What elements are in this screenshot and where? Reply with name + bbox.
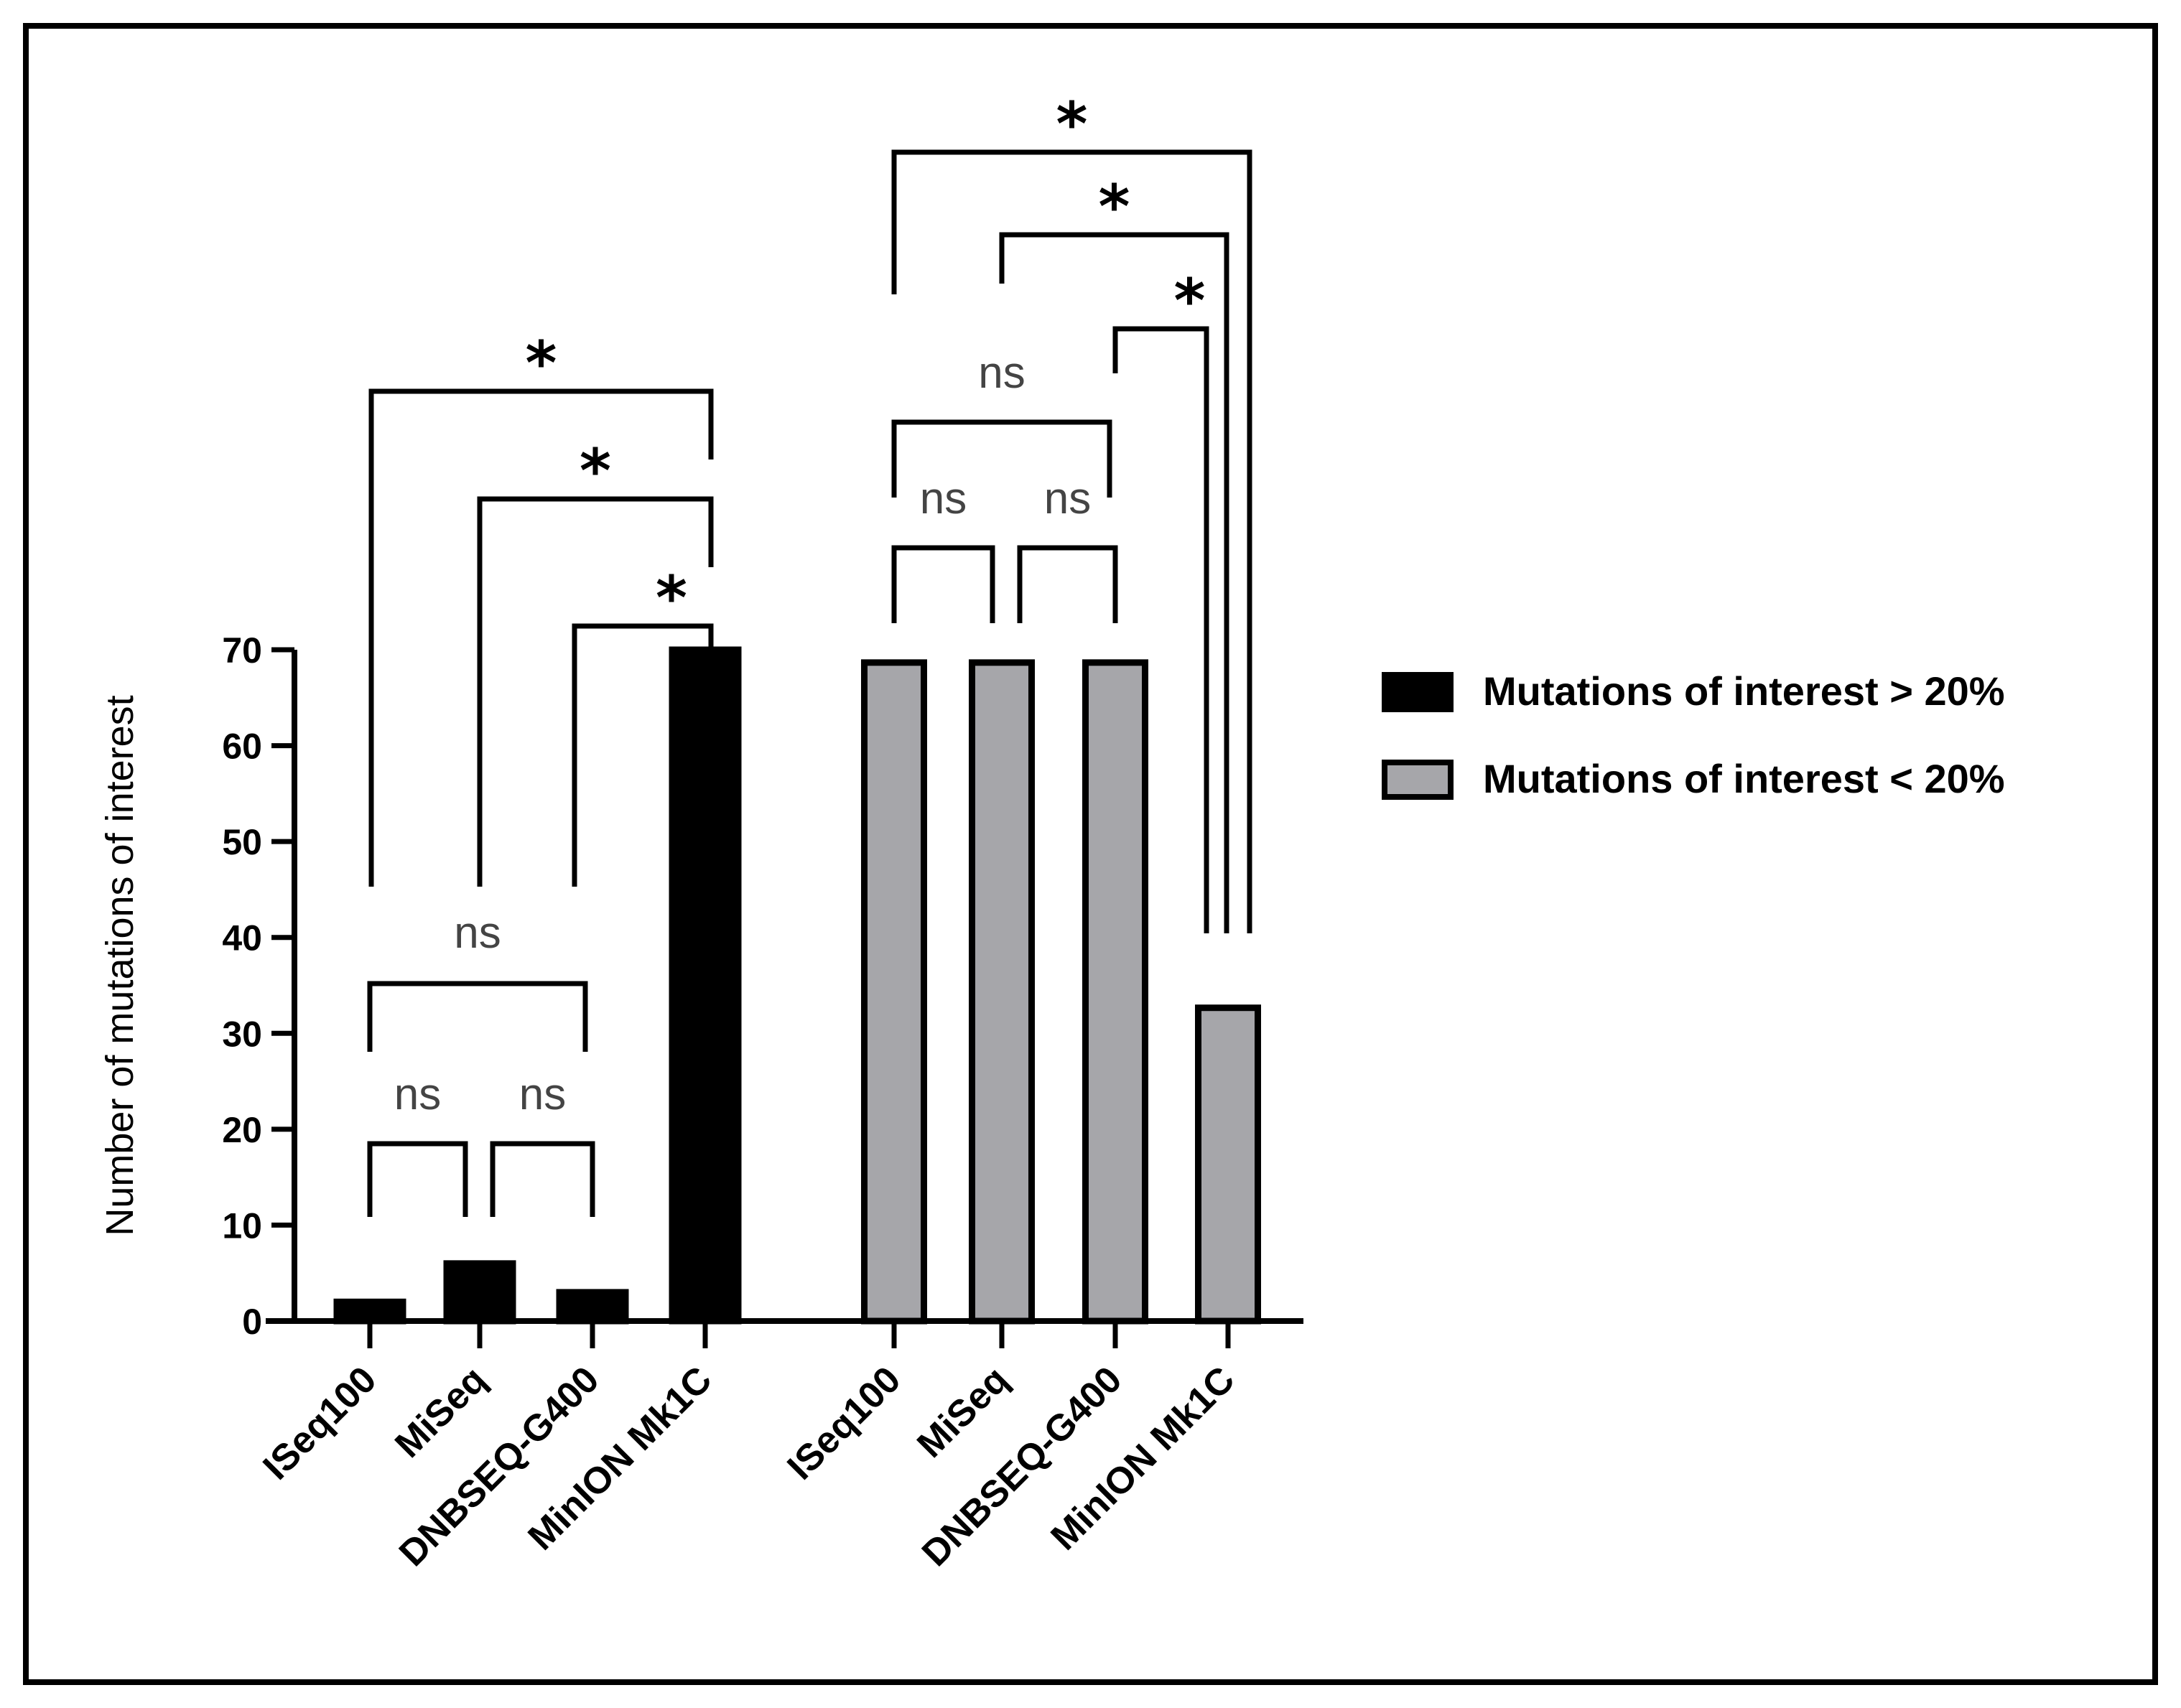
- legend: Mutations of interest > 20% Mutations of …: [1382, 668, 2005, 801]
- comparison-bracket: [572, 623, 714, 887]
- x-tick-label: DNBSEQ-G400: [391, 1358, 608, 1574]
- comparison-bracket: [367, 981, 588, 1052]
- y-tick-label: 10: [222, 1205, 262, 1246]
- significance-star: *: [1174, 266, 1206, 336]
- significance-star: *: [656, 563, 687, 633]
- bar-mutations-of-interest-20--iseq100: [333, 1298, 406, 1325]
- comparison-bracket: [891, 149, 1252, 933]
- comparison-bracket: [477, 496, 714, 887]
- legend-label: Mutations of interest > 20%: [1483, 668, 2005, 714]
- x-tick-label: DNBSEQ-G400: [914, 1358, 1130, 1574]
- bar-mutations-of-interest-20--minion-mk1c: [669, 646, 742, 1325]
- figure-frame: [23, 23, 2158, 1685]
- bar-mutations-of-interest-20--dnbseq-g400: [556, 1289, 629, 1325]
- bar-mutations-of-interest-20--miseq: [969, 659, 1035, 1325]
- x-tick-label: ISeq100: [779, 1358, 908, 1488]
- y-tick-label: 20: [222, 1110, 262, 1150]
- significance-ns: ns: [394, 1070, 441, 1119]
- x-tick-label: ISeq100: [255, 1358, 384, 1488]
- significance-ns: ns: [920, 474, 967, 523]
- comparison-bracket: [368, 388, 714, 887]
- significance-ns: ns: [978, 348, 1025, 398]
- y-tick-label: 0: [242, 1302, 262, 1342]
- y-tick-label: 60: [222, 727, 262, 767]
- comparison-bracket: [891, 419, 1112, 498]
- significance-ns: ns: [454, 908, 501, 958]
- y-tick-label: 40: [222, 918, 262, 958]
- bars: [333, 646, 1261, 1325]
- comparison-bracket: [999, 232, 1229, 933]
- significance-star: *: [580, 436, 611, 506]
- bar-mutations-of-interest-20--dnbseq-g400: [1082, 659, 1148, 1325]
- comparison-bracket: [490, 1141, 595, 1217]
- y-tick-label: 70: [222, 630, 262, 671]
- x-tick-label: MiSeq: [909, 1358, 1016, 1465]
- comparison-bracket: [367, 1141, 468, 1217]
- comparison-bracket: [1112, 326, 1209, 933]
- significance-star: *: [526, 328, 557, 398]
- comparison-bracket: [1017, 545, 1118, 623]
- bar-mutations-of-interest-20--iseq100: [861, 659, 927, 1325]
- significance-star: *: [1099, 172, 1130, 242]
- y-axis-label: Number of mutations of interest: [98, 695, 141, 1236]
- significance-ns: ns: [519, 1070, 566, 1119]
- y-tick-label: 50: [222, 822, 262, 862]
- y-tick-label: 30: [222, 1014, 262, 1054]
- bar-mutations-of-interest-20--miseq: [443, 1260, 516, 1325]
- legend-label: Mutations of interest < 20%: [1483, 756, 2005, 801]
- bar-mutations-of-interest-20--minion-mk1c: [1195, 1004, 1261, 1325]
- significance-star: *: [1056, 89, 1088, 159]
- significance-ns: ns: [1044, 474, 1091, 523]
- comparison-bracket: [891, 545, 995, 623]
- x-tick-label: MiSeq: [387, 1358, 494, 1465]
- legend-swatch: [1382, 672, 1454, 712]
- legend-swatch: [1382, 760, 1454, 800]
